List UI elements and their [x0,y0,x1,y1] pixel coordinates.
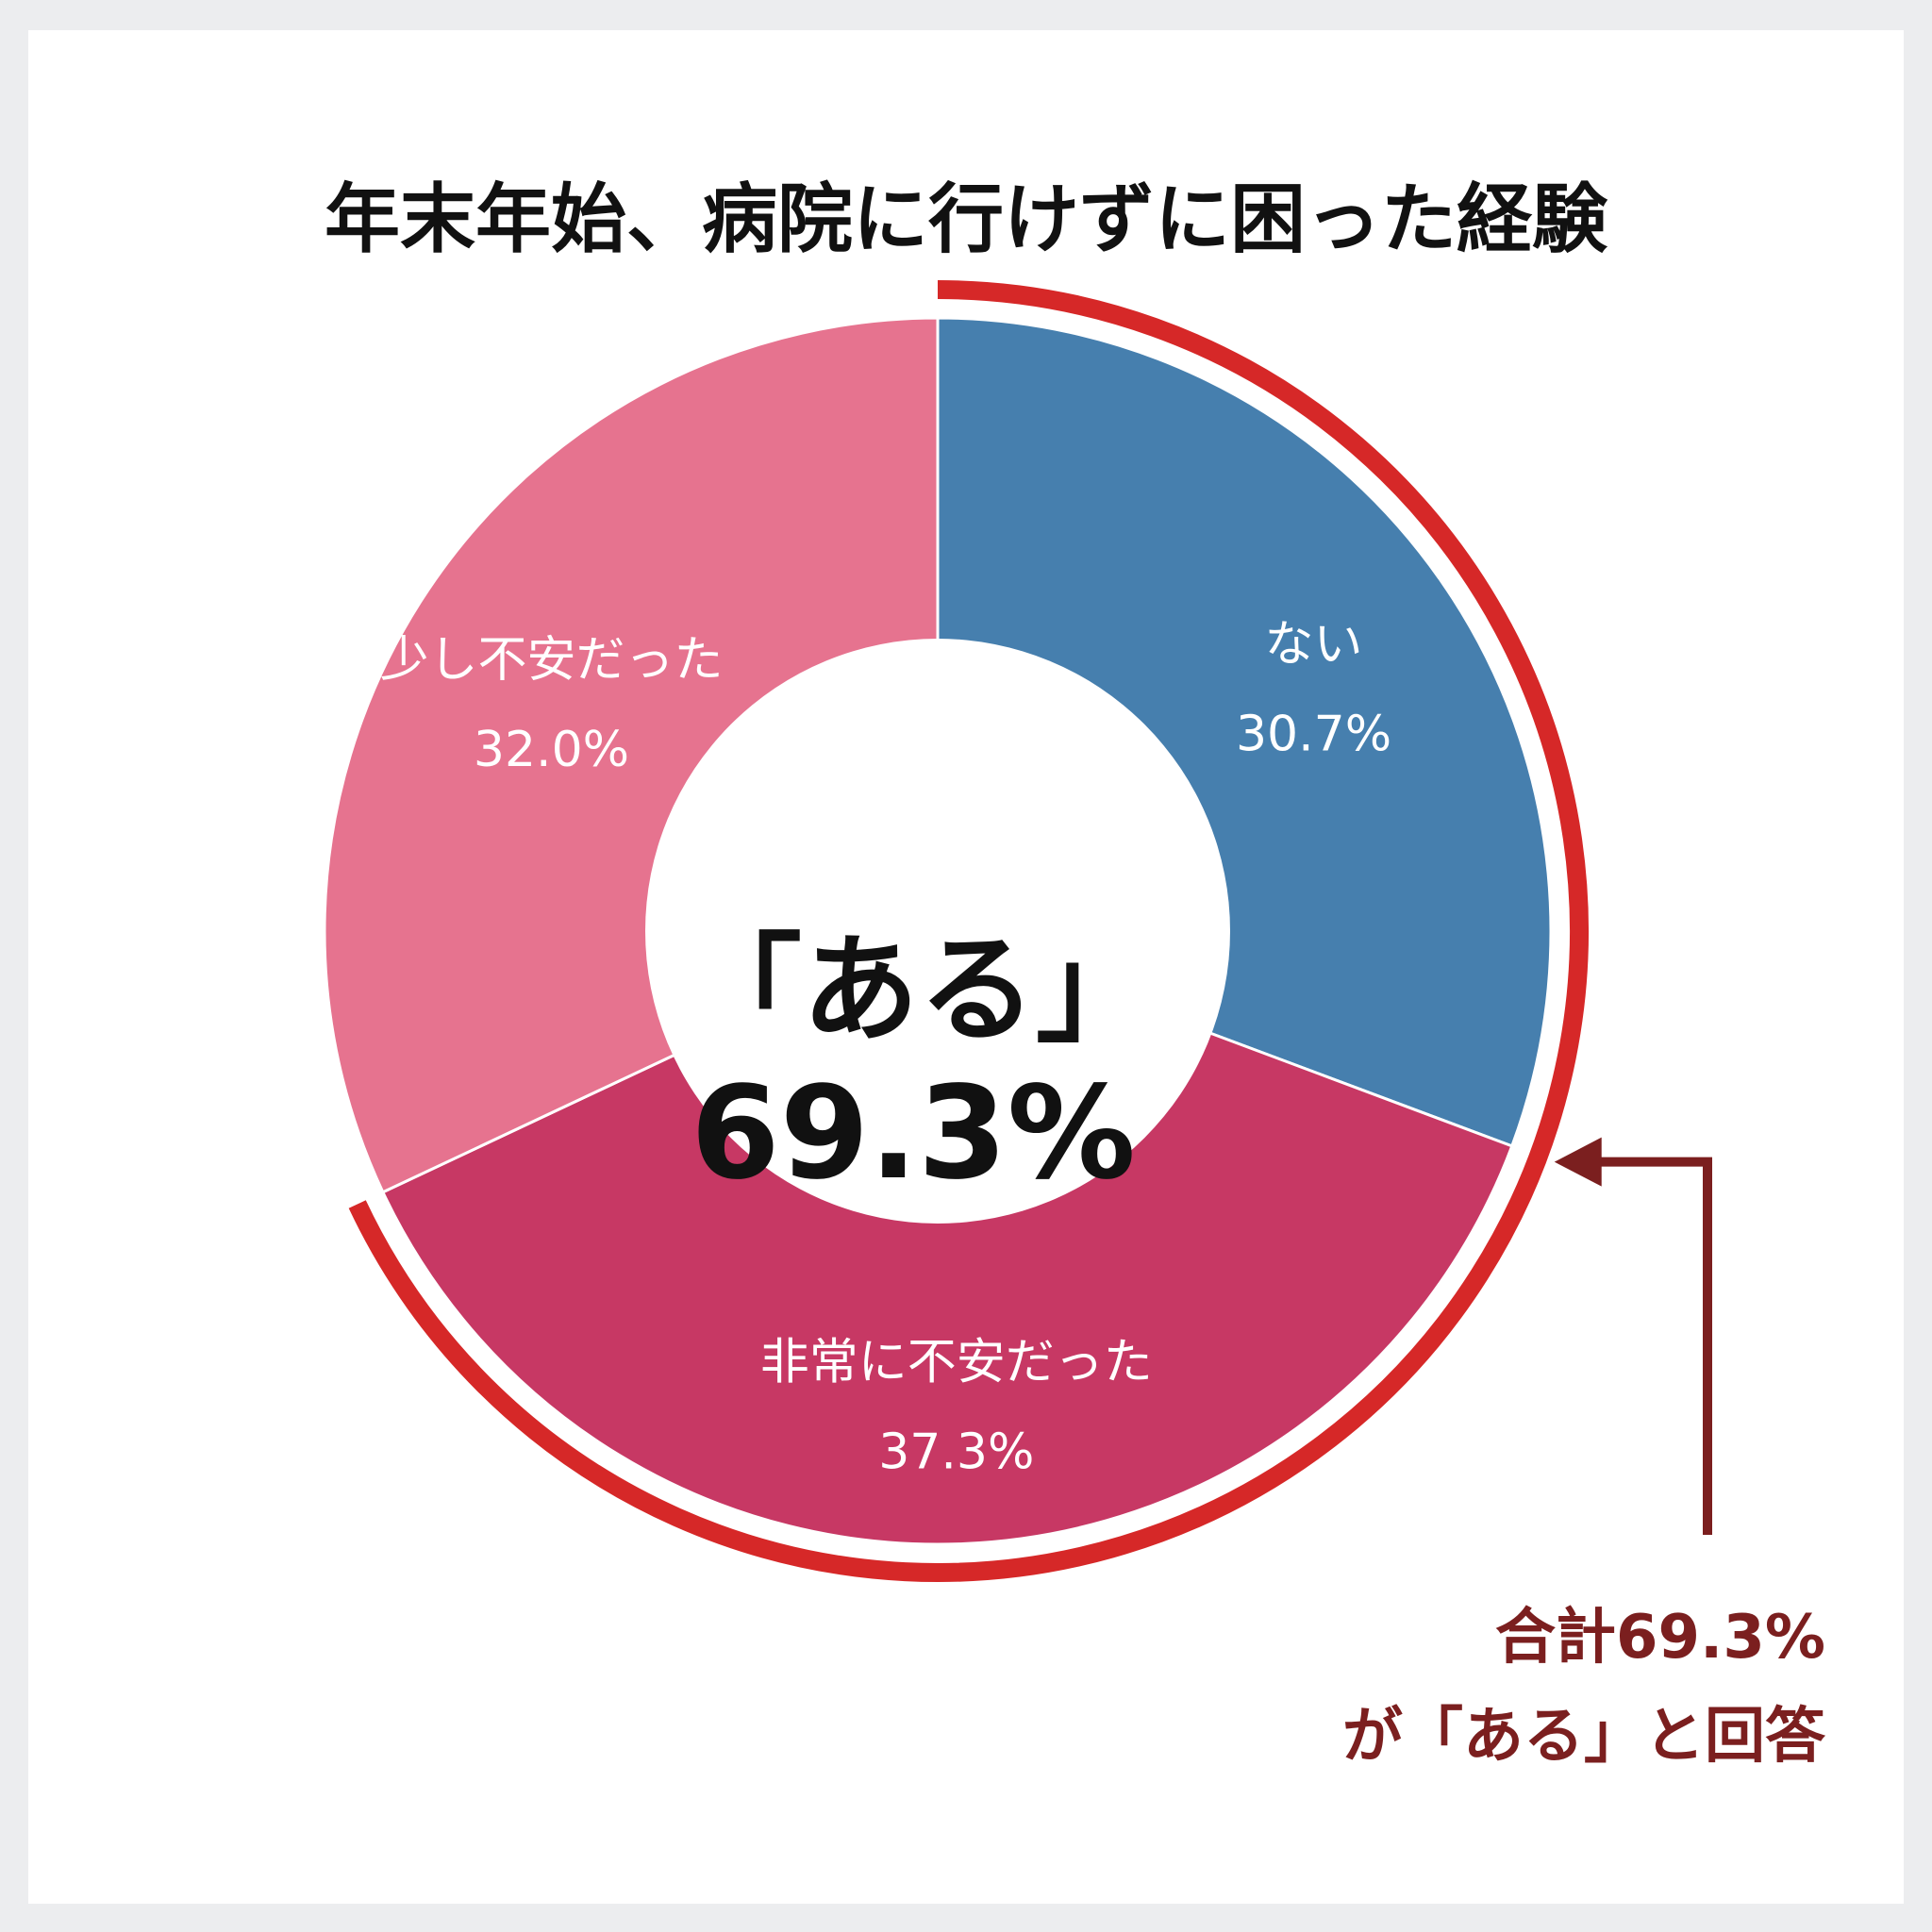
total-note-line1: 合計69.3% [1495,1603,1825,1673]
arrow-connector [1590,1157,1712,1535]
chart-title: 年末年始、病院に行けずに困った経験 [325,175,1608,263]
slice-labels-group: ない 30.7% 非常に不安だった 37.3% 少し不安だった 32.0% [379,617,1391,1481]
slice-value-0: 30.7% [1236,707,1391,763]
slice-value-2: 32.0% [474,722,629,778]
highlight-arc [348,280,1589,1582]
chart-frame: 年末年始、病院に行けずに困った経験 ない 30.7% 非常に不安だった 37.3% 少し… [28,30,1904,1904]
center-value: 69.3% [691,1059,1136,1208]
donut-hole [645,639,1230,1224]
slice-label-0: ない [1265,617,1363,674]
slice-label-2: 少し不安だった [379,632,723,689]
highlight-arcs-group [348,280,1589,1582]
slice-value-1: 37.3% [878,1424,1034,1481]
total-note-line2: が「ある」と回答 [1342,1702,1826,1772]
arrowhead-icon [1554,1137,1602,1187]
pie-slice-1 [380,929,1514,1546]
slice-label-1: 非常に不安だった [760,1335,1153,1391]
donut-chart: 年末年始、病院に行けずに困った経験 ない 30.7% 非常に不安だった 37.3% 少し… [323,175,1826,1772]
center-label: 「ある」 [685,923,1153,1058]
